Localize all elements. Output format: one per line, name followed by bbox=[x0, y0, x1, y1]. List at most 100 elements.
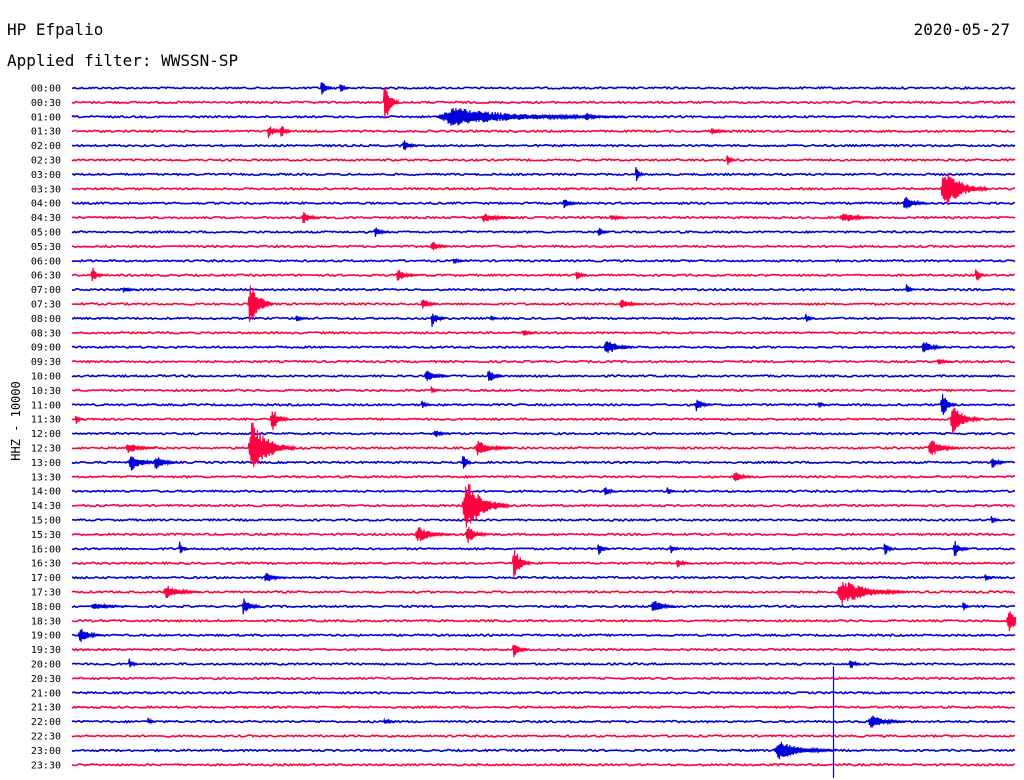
event-burst-67 bbox=[670, 545, 679, 553]
trace-line-0600 bbox=[72, 260, 1015, 262]
tick-label-1330: 13:30 bbox=[31, 472, 61, 483]
tick-label-1730: 17:30 bbox=[31, 588, 61, 599]
event-burst-13 bbox=[903, 197, 928, 209]
event-burst-30 bbox=[620, 300, 645, 308]
event-burst-36 bbox=[604, 341, 632, 353]
event-burst-73 bbox=[985, 575, 994, 581]
tick-label-2300: 23:00 bbox=[31, 746, 61, 757]
event-burst-39 bbox=[424, 371, 449, 381]
tick-label-0830: 08:30 bbox=[31, 328, 61, 339]
event-burst-34 bbox=[805, 314, 814, 322]
tick-label-0000: 00:00 bbox=[31, 84, 61, 95]
trace-line-0330 bbox=[72, 188, 1015, 190]
event-burst-52 bbox=[475, 441, 512, 455]
event-burst-65 bbox=[179, 542, 188, 554]
event-burst-56 bbox=[462, 456, 471, 469]
event-burst-69 bbox=[953, 541, 968, 556]
event-burst-81 bbox=[78, 629, 103, 642]
tick-label-0100: 01:00 bbox=[31, 112, 61, 123]
event-burst-83 bbox=[129, 659, 138, 668]
tick-label-1800: 18:00 bbox=[31, 602, 61, 613]
tick-label-2200: 22:00 bbox=[31, 717, 61, 728]
tick-label-1130: 11:30 bbox=[31, 415, 61, 426]
trace-line-0800 bbox=[72, 318, 1015, 320]
event-burst-17 bbox=[840, 214, 877, 222]
tick-label-1700: 17:00 bbox=[31, 573, 61, 584]
tick-label-1830: 18:30 bbox=[31, 616, 61, 627]
event-burst-71 bbox=[676, 560, 691, 567]
trace-line-1430 bbox=[72, 505, 1015, 507]
event-burst-74 bbox=[163, 586, 200, 598]
trace-line-0930 bbox=[72, 361, 1015, 363]
trace-line-0200 bbox=[72, 145, 1015, 147]
tick-label-0530: 05:30 bbox=[31, 242, 61, 253]
tick-label-1900: 19:00 bbox=[31, 631, 61, 642]
tick-label-0700: 07:00 bbox=[31, 285, 61, 296]
tick-label-1500: 15:00 bbox=[31, 516, 61, 527]
trace-line-0030 bbox=[72, 102, 1015, 104]
event-burst-70 bbox=[513, 550, 531, 577]
tick-label-1200: 12:00 bbox=[31, 429, 61, 440]
event-burst-88 bbox=[774, 742, 836, 759]
event-burst-29 bbox=[421, 300, 436, 309]
event-burst-57 bbox=[991, 459, 1006, 468]
tick-label-0600: 06:00 bbox=[31, 256, 61, 267]
event-burst-28 bbox=[248, 286, 273, 323]
event-burst-7 bbox=[711, 128, 729, 134]
event-burst-72 bbox=[264, 573, 286, 581]
event-burst-2 bbox=[384, 89, 399, 119]
trace-line-0230 bbox=[72, 159, 1015, 161]
event-burst-0 bbox=[321, 83, 333, 95]
trace-line-1130 bbox=[72, 418, 1015, 420]
event-burst-40 bbox=[487, 371, 502, 381]
event-burst-10 bbox=[635, 167, 644, 181]
event-burst-58 bbox=[733, 473, 755, 482]
tick-label-2330: 23:30 bbox=[31, 760, 61, 771]
trace-line-0630 bbox=[72, 274, 1015, 276]
tick-label-0900: 09:00 bbox=[31, 343, 61, 354]
event-burst-27 bbox=[906, 284, 915, 292]
event-burst-66 bbox=[598, 545, 610, 555]
event-burst-48 bbox=[950, 408, 981, 434]
event-burst-44 bbox=[818, 403, 827, 408]
trace-line-1830 bbox=[72, 620, 1015, 622]
tick-label-0400: 04:00 bbox=[31, 199, 61, 210]
event-burst-75 bbox=[837, 582, 906, 605]
tick-label-1530: 15:30 bbox=[31, 530, 61, 541]
trace-line-0730 bbox=[72, 303, 1015, 305]
event-burst-18 bbox=[374, 228, 389, 238]
tick-label-1400: 14:00 bbox=[31, 487, 61, 498]
event-burst-77 bbox=[242, 599, 260, 615]
event-burst-49 bbox=[434, 431, 449, 437]
event-burst-78 bbox=[651, 601, 676, 611]
event-burst-12 bbox=[563, 200, 578, 208]
tick-label-0500: 05:00 bbox=[31, 228, 61, 239]
trace-line-2300 bbox=[72, 750, 1015, 752]
event-burst-59 bbox=[604, 487, 616, 495]
tick-label-0730: 07:30 bbox=[31, 300, 61, 311]
tick-label-0230: 02:30 bbox=[31, 156, 61, 167]
event-burst-11 bbox=[941, 172, 988, 205]
trace-line-1900 bbox=[72, 634, 1015, 636]
tick-label-1100: 11:00 bbox=[31, 400, 61, 411]
trace-line-1800 bbox=[72, 606, 1015, 608]
tick-label-2030: 20:30 bbox=[31, 674, 61, 685]
trace-line-1700 bbox=[72, 577, 1015, 579]
event-burst-42 bbox=[421, 401, 430, 408]
event-burst-14 bbox=[302, 212, 320, 223]
trace-line-0400 bbox=[72, 202, 1015, 204]
tick-label-0930: 09:30 bbox=[31, 357, 61, 368]
trace-line-1600 bbox=[72, 548, 1015, 550]
event-burst-54 bbox=[129, 457, 157, 471]
trace-line-1000 bbox=[72, 375, 1015, 377]
tick-label-1930: 19:30 bbox=[31, 645, 61, 656]
event-burst-68 bbox=[884, 544, 893, 555]
trace-line-1330 bbox=[72, 476, 1015, 478]
tick-label-0330: 03:30 bbox=[31, 184, 61, 195]
event-burst-22 bbox=[91, 268, 103, 281]
tick-label-0200: 02:00 bbox=[31, 141, 61, 152]
event-burst-8 bbox=[402, 140, 417, 150]
tick-label-2000: 20:00 bbox=[31, 660, 61, 671]
trace-line-1300 bbox=[72, 462, 1015, 464]
trace-line-1400 bbox=[72, 490, 1015, 492]
